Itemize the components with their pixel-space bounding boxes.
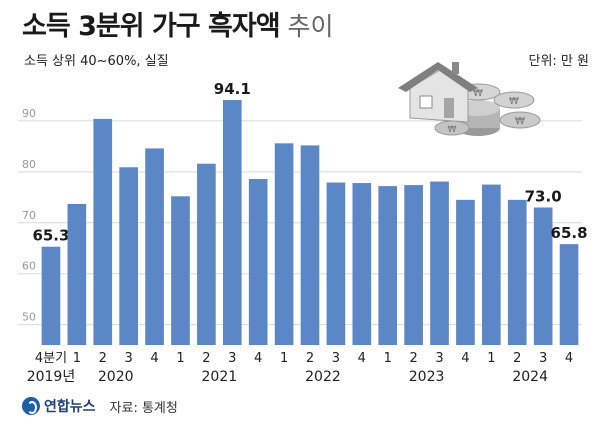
x-tick-label: 4 bbox=[461, 351, 469, 366]
svg-text:₩: ₩ bbox=[509, 96, 519, 107]
year-labels: 2019년 2020 2021 2022 2023 2024 bbox=[27, 369, 548, 385]
x-tick-label: 4 bbox=[254, 351, 262, 366]
data-label: 94.1 bbox=[214, 80, 251, 98]
house-icon bbox=[398, 62, 478, 123]
bar bbox=[119, 167, 138, 345]
source-label: 자료: 통계청 bbox=[109, 400, 178, 416]
bar bbox=[430, 181, 449, 345]
y-tick-label: 90 bbox=[22, 107, 36, 120]
svg-text:₩: ₩ bbox=[515, 116, 525, 127]
data-label: 65.3 bbox=[32, 227, 69, 245]
bar bbox=[533, 207, 553, 345]
bars: 65.3 4분기 1 2 3 4 1 2 94.1 3 4 1 2 3 4 1 2 3 4 1 2 73.0 3 65.8 4 bbox=[32, 80, 587, 366]
bar bbox=[404, 185, 423, 345]
bar bbox=[352, 183, 372, 345]
x-tick-label: 3 bbox=[332, 351, 340, 366]
footer-logo: 연합뉴스 bbox=[44, 399, 96, 415]
x-tick-label: 4 bbox=[358, 351, 366, 366]
x-tick-label: 3 bbox=[125, 351, 133, 366]
bar bbox=[456, 199, 475, 345]
year-label: 2022 bbox=[305, 369, 341, 385]
x-tick-label: 2 bbox=[202, 351, 210, 366]
data-label: 73.0 bbox=[525, 188, 562, 206]
bar bbox=[300, 145, 320, 345]
x-tick-label: 3 bbox=[228, 351, 236, 366]
chart-title: 소득 3분위 가구 흑자액 추이 bbox=[22, 4, 334, 43]
x-tick-label: 3 bbox=[539, 351, 547, 366]
bar bbox=[93, 118, 113, 345]
bar bbox=[274, 143, 294, 345]
year-label: 2019년 bbox=[27, 369, 76, 385]
y-tick-label: 50 bbox=[22, 311, 36, 324]
y-tick-label: 60 bbox=[22, 260, 36, 273]
data-label: 65.8 bbox=[551, 224, 588, 242]
bar bbox=[559, 244, 579, 345]
x-tick-label: 1 bbox=[73, 351, 81, 366]
year-label: 2023 bbox=[409, 369, 445, 385]
unit-label: 단위: 만 원 bbox=[528, 54, 590, 69]
footer: 연합뉴스 자료: 통계청 bbox=[22, 396, 178, 416]
svg-text:₩: ₩ bbox=[448, 125, 457, 135]
title-sub: 추이 bbox=[287, 12, 334, 41]
x-tick-label: 2 bbox=[99, 351, 107, 366]
title-main: 소득 3분위 가구 흑자액 bbox=[22, 11, 281, 42]
y-tick-label: 80 bbox=[22, 158, 36, 171]
x-tick-label: 2 bbox=[409, 351, 417, 366]
bar bbox=[482, 184, 501, 345]
bar bbox=[507, 199, 527, 345]
x-tick-label: 1 bbox=[487, 351, 495, 366]
x-tick-label: 4분기 bbox=[35, 351, 67, 366]
x-tick-label: 1 bbox=[384, 351, 392, 366]
y-tick-label: 70 bbox=[22, 209, 36, 222]
bar bbox=[326, 182, 346, 345]
year-label: 2024 bbox=[512, 369, 548, 385]
x-tick-label: 3 bbox=[435, 351, 443, 366]
svg-text:₩: ₩ bbox=[473, 88, 483, 99]
house-coins-illustration: ₩ ₩ ₩ ₩ bbox=[398, 62, 541, 136]
chart-subtitle: 소득 상위 40~60%, 실질 bbox=[24, 54, 169, 69]
x-tick-label: 1 bbox=[176, 351, 184, 366]
x-tick-label: 4 bbox=[150, 351, 158, 366]
bar bbox=[171, 196, 190, 345]
bar bbox=[67, 203, 87, 345]
bar bbox=[222, 100, 242, 345]
yonhap-logo-icon bbox=[22, 397, 40, 415]
bar bbox=[248, 178, 268, 345]
bar bbox=[197, 163, 216, 345]
x-tick-label: 2 bbox=[513, 351, 521, 366]
bar bbox=[378, 186, 398, 345]
x-tick-label: 2 bbox=[306, 351, 314, 366]
year-label: 2020 bbox=[98, 369, 134, 385]
bar bbox=[145, 148, 164, 345]
bar bbox=[41, 246, 61, 345]
year-label: 2021 bbox=[202, 369, 238, 385]
x-tick-label: 4 bbox=[565, 351, 573, 366]
x-tick-label: 1 bbox=[280, 351, 288, 366]
